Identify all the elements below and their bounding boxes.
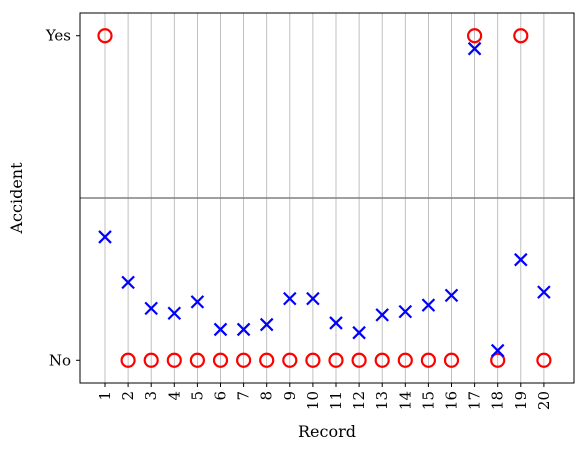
- x-tick-label: 1: [96, 391, 114, 401]
- x-point: [352, 325, 366, 340]
- circle-point: [374, 352, 390, 368]
- plot-frame: [79, 12, 575, 384]
- x-point: [98, 230, 112, 244]
- x-point: [467, 41, 482, 56]
- circle-point: [259, 352, 275, 368]
- x-point: [421, 298, 436, 312]
- x-tick-label: 2: [119, 391, 137, 401]
- marks-layer: [97, 28, 552, 368]
- x-tick-label: 9: [281, 391, 299, 401]
- circle-point: [189, 352, 205, 368]
- y-tick-label: Yes: [45, 27, 71, 45]
- x-tick-label: 19: [512, 391, 530, 410]
- circle-point: [97, 28, 113, 44]
- x-tick-label: 16: [443, 391, 461, 410]
- x-tick-label: 17: [466, 391, 484, 410]
- x-point: [375, 308, 389, 322]
- x-point: [213, 322, 228, 337]
- x-point: [236, 322, 251, 337]
- y-tick-label: No: [49, 351, 71, 369]
- circle-point: [397, 352, 413, 368]
- x-tick-label: 5: [188, 391, 206, 401]
- x-tick-label: 8: [258, 391, 276, 401]
- x-axis-label: Record: [298, 422, 356, 441]
- x-point: [444, 288, 459, 303]
- circle-point: [212, 352, 229, 368]
- circle-point: [305, 352, 321, 368]
- circle-point: [443, 352, 460, 368]
- circle-point: [143, 352, 159, 368]
- x-tick-label: 18: [489, 391, 507, 410]
- x-point: [537, 285, 551, 299]
- circle-point: [166, 352, 182, 368]
- x-tick-label: 13: [373, 391, 391, 410]
- x-point: [306, 291, 320, 306]
- circle-point: [120, 352, 136, 368]
- x-point: [167, 306, 182, 320]
- x-point: [329, 316, 343, 330]
- y-axis-label: Accident: [7, 162, 26, 235]
- x-tick-label: 11: [327, 391, 345, 410]
- x-point: [398, 304, 413, 319]
- x-tick-label: 10: [304, 391, 322, 410]
- x-tick-label: 14: [396, 391, 414, 410]
- x-point: [514, 252, 528, 267]
- circle-point: [282, 352, 298, 368]
- x-tick-label: 12: [350, 391, 368, 410]
- circle-point: [467, 28, 483, 44]
- x-point: [490, 343, 505, 358]
- circle-point: [351, 352, 367, 368]
- x-tick-label: 4: [165, 391, 183, 401]
- x-tick-label: 20: [535, 391, 553, 410]
- x-point: [283, 291, 297, 306]
- circle-point: [536, 352, 552, 368]
- circle-point: [236, 352, 252, 368]
- x-tick-label: 3: [142, 391, 160, 401]
- x-point: [190, 295, 205, 309]
- x-tick-label: 6: [212, 391, 230, 401]
- x-point: [121, 275, 135, 290]
- circle-point: [490, 352, 506, 368]
- x-point: [144, 301, 158, 316]
- circle-point: [328, 352, 344, 368]
- x-tick-label: 7: [235, 391, 253, 401]
- circle-point: [420, 352, 436, 368]
- x-point: [259, 317, 274, 332]
- circle-point: [513, 28, 529, 44]
- x-tick-label: 15: [419, 391, 437, 410]
